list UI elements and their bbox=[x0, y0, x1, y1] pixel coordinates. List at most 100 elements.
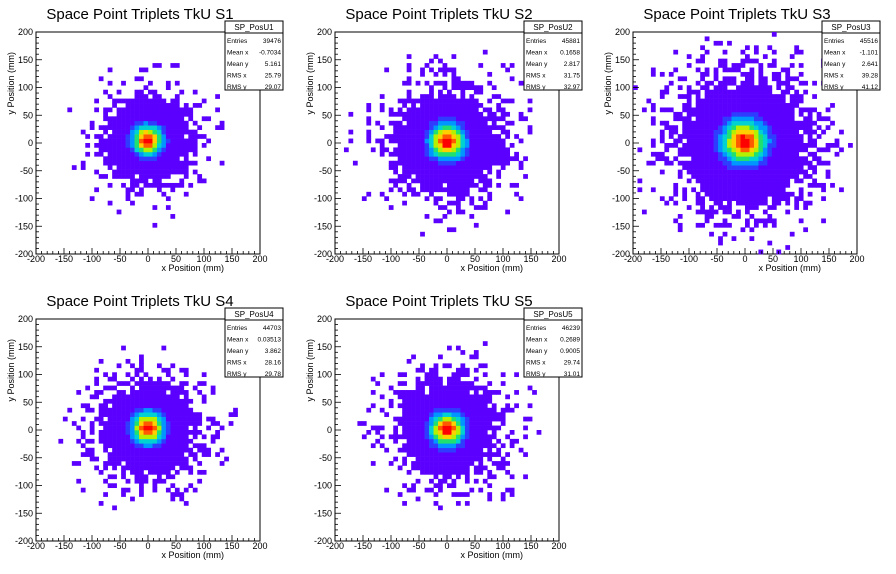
heatmap-cell bbox=[704, 165, 710, 170]
heatmap-cell bbox=[420, 407, 425, 413]
heatmap-cell bbox=[397, 134, 403, 139]
stats-value: 0.2689 bbox=[560, 337, 580, 344]
heatmap-cell bbox=[771, 147, 777, 153]
heatmap-cell bbox=[731, 196, 737, 202]
heatmap-cell bbox=[170, 398, 176, 404]
heatmap-cell bbox=[179, 120, 185, 126]
heatmap-cell bbox=[197, 461, 203, 466]
heatmap-cell bbox=[411, 394, 416, 400]
heatmap-cell bbox=[460, 116, 466, 122]
heatmap-cell bbox=[455, 501, 461, 506]
heatmap-cell bbox=[183, 147, 189, 153]
heatmap-cell bbox=[780, 98, 786, 104]
heatmap-cell bbox=[695, 151, 701, 157]
heatmap-cell bbox=[130, 147, 135, 153]
heatmap-cell bbox=[152, 469, 158, 475]
heatmap-cell bbox=[464, 474, 470, 480]
heatmap-cell bbox=[170, 187, 176, 193]
x-tick-label: -50 bbox=[412, 541, 425, 551]
heatmap-cell bbox=[464, 430, 470, 435]
x-tick-label: 150 bbox=[523, 254, 538, 264]
heatmap-cell bbox=[740, 111, 746, 117]
heatmap-cell bbox=[762, 182, 768, 188]
heatmap-cell bbox=[745, 45, 750, 51]
heatmap-cell bbox=[753, 191, 759, 197]
heatmap-cell bbox=[156, 63, 162, 68]
heatmap-cell bbox=[527, 125, 533, 130]
heatmap-cell bbox=[442, 178, 448, 184]
heatmap-cell bbox=[420, 107, 425, 113]
heatmap-cell bbox=[798, 191, 804, 197]
heatmap-cell bbox=[188, 111, 194, 117]
heatmap-cell bbox=[677, 160, 683, 166]
heatmap-cell bbox=[491, 156, 497, 162]
heatmap-cell bbox=[429, 191, 434, 197]
heatmap-cell bbox=[709, 182, 714, 188]
heatmap-cell bbox=[496, 182, 502, 188]
heatmap-cell bbox=[411, 403, 416, 409]
heatmap-cell bbox=[473, 452, 479, 457]
heatmap-cell bbox=[794, 125, 800, 130]
heatmap-cell bbox=[148, 385, 153, 391]
heatmap-cell bbox=[704, 187, 710, 193]
heatmap-cell bbox=[762, 218, 768, 224]
heatmap-cell bbox=[116, 156, 122, 162]
heatmap-cell bbox=[143, 125, 149, 130]
heatmap-cell bbox=[509, 407, 515, 413]
axis-ticks: -200 -150 -100 -50 0 50 100 150 200200150100500-… bbox=[314, 27, 567, 264]
heatmap-cell bbox=[420, 412, 425, 417]
heatmap-cell bbox=[455, 381, 461, 386]
x-tick-label: 50 bbox=[470, 254, 480, 264]
heatmap-cell bbox=[411, 425, 416, 431]
heatmap-cell bbox=[745, 156, 750, 162]
heatmap-cell bbox=[460, 390, 466, 395]
heatmap-cell bbox=[406, 151, 412, 157]
heatmap-cell bbox=[121, 80, 126, 86]
heatmap-cell bbox=[455, 398, 461, 404]
heatmap-cell bbox=[143, 465, 149, 471]
heatmap-cell bbox=[148, 107, 153, 113]
heatmap-cell bbox=[112, 125, 117, 130]
heatmap-cell bbox=[834, 151, 840, 157]
heatmap-cell bbox=[758, 151, 764, 157]
heatmap-cell bbox=[762, 89, 768, 95]
heatmap-cell bbox=[771, 196, 777, 202]
heatmap-cell bbox=[139, 398, 144, 404]
heatmap-cell bbox=[523, 452, 528, 457]
heatmap-cell bbox=[767, 214, 773, 219]
heatmap-cell bbox=[722, 165, 728, 170]
heatmap-cell bbox=[134, 416, 140, 422]
heatmap-cell bbox=[798, 107, 804, 113]
heatmap-cell bbox=[130, 174, 135, 179]
heatmap-cell bbox=[406, 156, 412, 162]
heatmap-cell bbox=[156, 447, 162, 453]
heatmap-cell bbox=[406, 134, 412, 139]
heatmap-cell bbox=[451, 461, 457, 466]
heatmap-cell bbox=[718, 178, 723, 184]
heatmap-cell bbox=[206, 416, 212, 422]
heatmap-cell bbox=[473, 434, 479, 440]
heatmap-cell bbox=[478, 156, 484, 162]
heatmap-cell bbox=[686, 134, 692, 139]
heatmap-cell bbox=[727, 209, 732, 215]
heatmap-cell bbox=[388, 107, 394, 113]
y-tick-label: 200 bbox=[615, 27, 630, 37]
heatmap-cell bbox=[139, 438, 144, 444]
x-axis-label: x Position (mm) bbox=[758, 263, 821, 273]
x-tick-label: -200 bbox=[326, 541, 344, 551]
heatmap-cell bbox=[438, 398, 443, 404]
heatmap-cell bbox=[785, 174, 791, 179]
heatmap-cell bbox=[451, 71, 457, 77]
heatmap-cell bbox=[165, 456, 171, 462]
heatmap-cell bbox=[794, 98, 800, 104]
heatmap-cell bbox=[794, 120, 800, 126]
heatmap-cell bbox=[143, 430, 149, 435]
heatmap-cell bbox=[134, 151, 140, 157]
heatmap-cell bbox=[798, 169, 804, 175]
heatmap-cell bbox=[731, 116, 737, 122]
heatmap-cell bbox=[139, 412, 144, 417]
heatmap-cell bbox=[89, 438, 95, 444]
heatmap-cell bbox=[464, 385, 470, 391]
heatmap-cell bbox=[183, 487, 189, 493]
stats-value: -0.7034 bbox=[259, 50, 281, 57]
